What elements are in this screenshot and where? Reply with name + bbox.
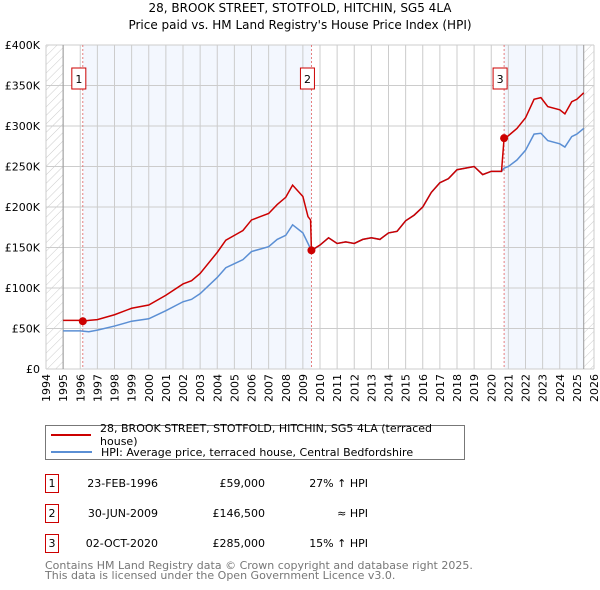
- footer-line-2: This data is licensed under the Open Gov…: [45, 569, 396, 582]
- x-tick-label: 2010: [314, 374, 327, 402]
- x-tick-label: 2018: [451, 374, 464, 402]
- sale-2-marker: [307, 246, 316, 255]
- footer-line-1: Contains HM Land Registry data © Crown c…: [45, 559, 473, 572]
- sale-number-badge: 3: [45, 534, 59, 553]
- x-tick-label: 1994: [40, 374, 53, 402]
- x-tick-label: 1999: [126, 374, 139, 402]
- y-tick-label: £350K: [5, 80, 41, 93]
- sale-2-label-box: [299, 67, 315, 90]
- x-tick-label: 2006: [246, 374, 259, 402]
- legend-item-hpi: HPI: Average price, terraced house, Cent…: [51, 444, 413, 460]
- y-tick-label: £400K: [5, 39, 41, 52]
- x-tick-label: 2015: [400, 374, 413, 402]
- sale-number-badge: 2: [45, 504, 59, 523]
- x-tick-label: 2000: [143, 374, 156, 402]
- chart-title: 28, BROOK STREET, STOTFOLD, HITCHIN, SG5…: [148, 1, 452, 15]
- sale-number-badge: 1: [45, 474, 59, 493]
- x-tick-label: 2004: [211, 374, 224, 402]
- sale-1-label-box: [71, 67, 87, 90]
- x-tick-label: 1998: [109, 374, 122, 402]
- x-tick-label: 2026: [588, 374, 600, 402]
- x-tick-label: 2012: [348, 374, 361, 402]
- sale-price: £146,500: [212, 507, 266, 520]
- sale-hpi-comparison: 27% ↑ HPI: [309, 477, 368, 490]
- blue-line-swatch: [51, 451, 92, 453]
- x-tick-label: 2007: [263, 374, 276, 402]
- x-tick-label: 1996: [74, 374, 87, 402]
- legend: 28, BROOK STREET, STOTFOLD, HITCHIN, SG5…: [45, 422, 465, 460]
- legend-label: 28, BROOK STREET, STOTFOLD, HITCHIN, SG5…: [100, 422, 433, 448]
- x-tick-label: 1995: [57, 374, 70, 402]
- x-tick-label: 2001: [160, 374, 173, 402]
- sale-3-marker: [500, 134, 509, 143]
- property-series-line: [63, 92, 585, 322]
- x-tick-label: 2011: [331, 374, 344, 402]
- sale-date: 02-OCT-2020: [85, 537, 158, 550]
- sale-hpi-comparison: ≈ HPI: [337, 507, 368, 520]
- sale-date: 30-JUN-2009: [87, 507, 158, 520]
- x-tick-label: 1997: [91, 374, 104, 402]
- chart-subtitle: Price paid vs. HM Land Registry's House …: [128, 18, 472, 32]
- sale-date: 23-FEB-1996: [87, 477, 158, 490]
- x-tick-label: 2020: [485, 374, 498, 402]
- x-tick-label: 2019: [468, 374, 481, 402]
- sale-3-label-box: [492, 67, 508, 90]
- y-tick-label: £0: [26, 363, 40, 376]
- sale-3-label: 3: [497, 73, 504, 86]
- legend-label: HPI: Average price, terraced house, Cent…: [101, 445, 414, 459]
- sale-price: £285,000: [212, 537, 266, 550]
- x-tick-label: 2009: [297, 374, 310, 402]
- y-tick-label: £200K: [5, 201, 41, 214]
- x-tick-label: 2021: [502, 374, 515, 402]
- x-tick-label: 2016: [417, 374, 430, 402]
- x-tick-label: 2013: [365, 374, 378, 402]
- y-tick-label: £50K: [12, 323, 41, 336]
- sale-hpi-comparison: 15% ↑ HPI: [309, 537, 368, 550]
- x-tick-label: 2002: [177, 374, 190, 402]
- y-tick-label: £100K: [5, 282, 41, 295]
- x-tick-label: 2008: [280, 374, 293, 402]
- sale-1-label: 1: [75, 73, 82, 86]
- y-tick-label: £150K: [5, 242, 41, 255]
- x-tick-label: 2005: [228, 374, 241, 402]
- sale-1-marker: [78, 317, 87, 326]
- legend-item-property: 28, BROOK STREET, STOTFOLD, HITCHIN, SG5…: [51, 422, 464, 448]
- x-tick-label: 2014: [383, 374, 396, 402]
- x-tick-label: 2022: [520, 374, 533, 402]
- x-tick-label: 2023: [537, 374, 550, 402]
- x-tick-label: 2003: [194, 374, 207, 402]
- sale-2-label: 2: [304, 73, 311, 86]
- x-tick-label: 2024: [554, 374, 567, 402]
- red-line-swatch: [51, 434, 92, 436]
- y-tick-label: £250K: [5, 161, 41, 174]
- sale-price: £59,000: [219, 477, 266, 490]
- x-tick-label: 2017: [434, 374, 447, 402]
- x-tick-label: 2025: [571, 374, 584, 402]
- plot-area: 1994 1995 1996 1997 1998 1999 2000 2001 2002 2003…: [5, 39, 600, 402]
- y-tick-label: £300K: [5, 120, 41, 133]
